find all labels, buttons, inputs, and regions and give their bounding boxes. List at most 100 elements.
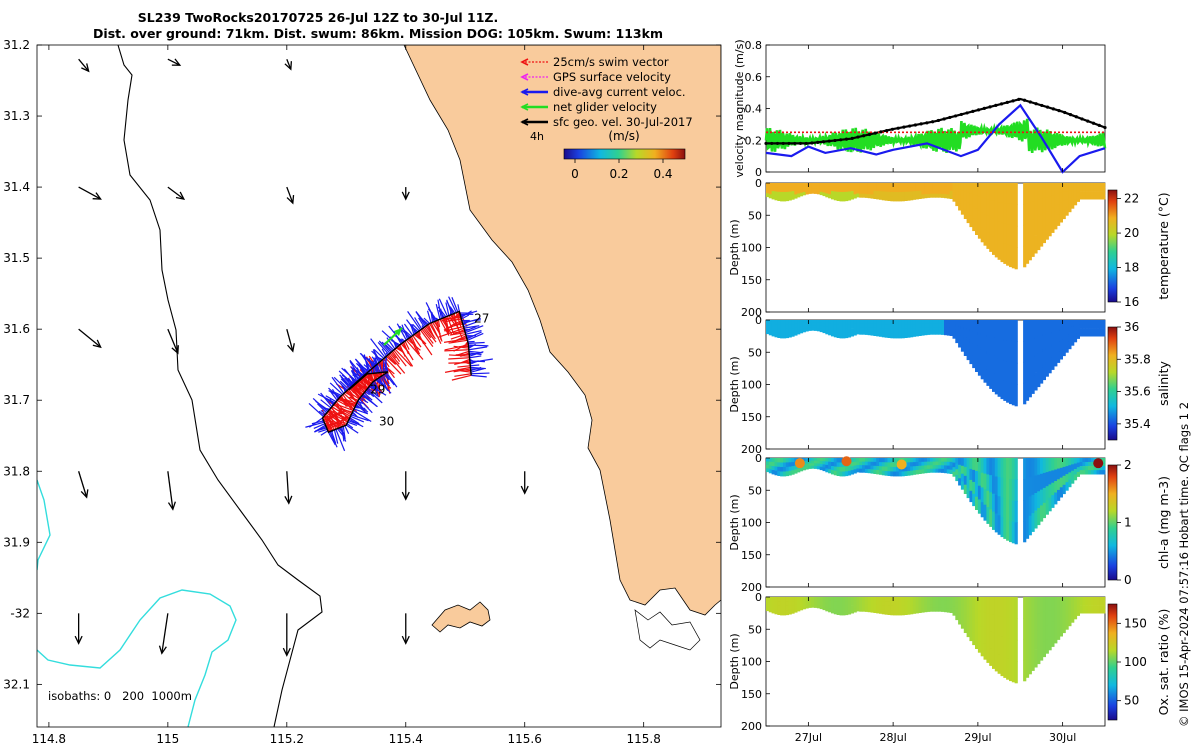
dive-avg-current-vector <box>457 304 460 312</box>
section-cell <box>935 186 939 191</box>
section-cell <box>850 332 854 337</box>
section-cell <box>1009 499 1013 522</box>
section-cell <box>768 608 772 613</box>
section-cell <box>958 320 962 328</box>
geo-speed-marker <box>896 126 900 130</box>
section-cell <box>960 343 965 352</box>
section-cell <box>794 327 798 332</box>
section-cell <box>972 458 976 471</box>
section-cell <box>904 466 908 472</box>
section-cell <box>989 234 993 252</box>
section-cell <box>831 470 835 475</box>
section-cell <box>997 183 1001 203</box>
dive-avg-current-vector <box>401 324 409 340</box>
section-cell <box>966 626 970 638</box>
geo-vector <box>286 328 295 353</box>
section-cell <box>1031 183 1035 202</box>
swim-vector <box>448 315 456 326</box>
section-cell <box>1054 597 1058 609</box>
dive-avg-current-vector <box>468 350 483 354</box>
section-cell <box>876 332 880 337</box>
map-colorbar-tick-label: 0.4 <box>653 167 672 181</box>
section-cell <box>870 600 874 605</box>
section-cell <box>1048 222 1052 237</box>
section-cell <box>847 195 852 201</box>
section-cell <box>842 329 846 334</box>
section-cell <box>927 607 931 612</box>
section-cell <box>853 194 857 199</box>
section-cell <box>1102 183 1106 188</box>
section-cell <box>901 610 905 616</box>
section-cell <box>785 324 789 330</box>
section-cell <box>1023 183 1027 205</box>
section-cell <box>887 597 891 602</box>
section-cell <box>1054 458 1058 470</box>
swim-vector <box>420 329 434 347</box>
section-cell <box>797 193 801 198</box>
section-cell <box>1079 601 1083 606</box>
section-cell <box>975 221 979 235</box>
section-cell <box>1102 187 1106 192</box>
section-cell <box>893 606 897 611</box>
section-cell <box>833 191 837 197</box>
section-cell <box>963 320 967 330</box>
section-cell <box>1042 320 1046 336</box>
section-cell <box>955 325 959 332</box>
dive-avg-current-vector <box>396 323 407 341</box>
section-cell <box>780 192 784 197</box>
section-cell <box>955 183 959 190</box>
time-tick-label: 30Jul <box>1049 731 1076 744</box>
section-cell <box>1088 195 1092 200</box>
section-cell <box>1051 458 1055 471</box>
section-cell <box>924 320 928 325</box>
section-cell <box>802 458 806 462</box>
section-cell <box>1065 336 1069 345</box>
swim-vector <box>457 350 470 356</box>
section-cell <box>1096 470 1100 475</box>
section-cell <box>983 458 987 474</box>
section-cell <box>774 609 778 615</box>
section-cell <box>887 458 891 463</box>
section-cell <box>808 190 812 194</box>
section-cell <box>1088 601 1092 606</box>
section-cell <box>1073 194 1078 200</box>
section-cell <box>802 186 806 190</box>
section-cell <box>1025 637 1030 658</box>
section-cell <box>1054 354 1058 367</box>
section-cell <box>989 492 993 510</box>
section-cell <box>1051 220 1055 233</box>
section-cell <box>814 320 818 323</box>
section-cell <box>910 320 914 325</box>
section-cell <box>1096 466 1100 471</box>
section-cell <box>966 487 970 499</box>
section-cell <box>983 473 987 490</box>
section-cell <box>771 458 775 463</box>
swim-vector <box>391 350 401 362</box>
section-cell <box>819 458 823 462</box>
section-cell <box>1088 183 1092 188</box>
map-colorbar-ticks: 0 0.2 0.4 <box>571 159 673 181</box>
section-cell <box>856 465 860 469</box>
swim-vector <box>335 383 360 400</box>
section-cell <box>1000 379 1004 400</box>
swim-vector <box>327 408 337 430</box>
section-cell <box>1099 470 1103 475</box>
section-cell <box>907 458 911 463</box>
swim-vector <box>454 373 472 377</box>
legend-swatch-head <box>520 103 529 111</box>
section-cell <box>1045 472 1049 487</box>
section-cell <box>992 320 996 339</box>
swim-vector <box>446 316 455 335</box>
section-cell <box>969 330 973 343</box>
section-cell <box>986 507 990 524</box>
section-cell <box>859 604 863 609</box>
dive-avg-current-vector <box>366 388 383 404</box>
dive-avg-current-vector <box>468 344 489 347</box>
map-y-tick-label: 31.3 <box>3 109 30 123</box>
geo-speed-marker <box>879 130 883 134</box>
section-cell <box>927 183 931 187</box>
section-cell <box>992 511 996 530</box>
section-cell <box>1068 611 1072 619</box>
section-cell <box>944 183 948 188</box>
